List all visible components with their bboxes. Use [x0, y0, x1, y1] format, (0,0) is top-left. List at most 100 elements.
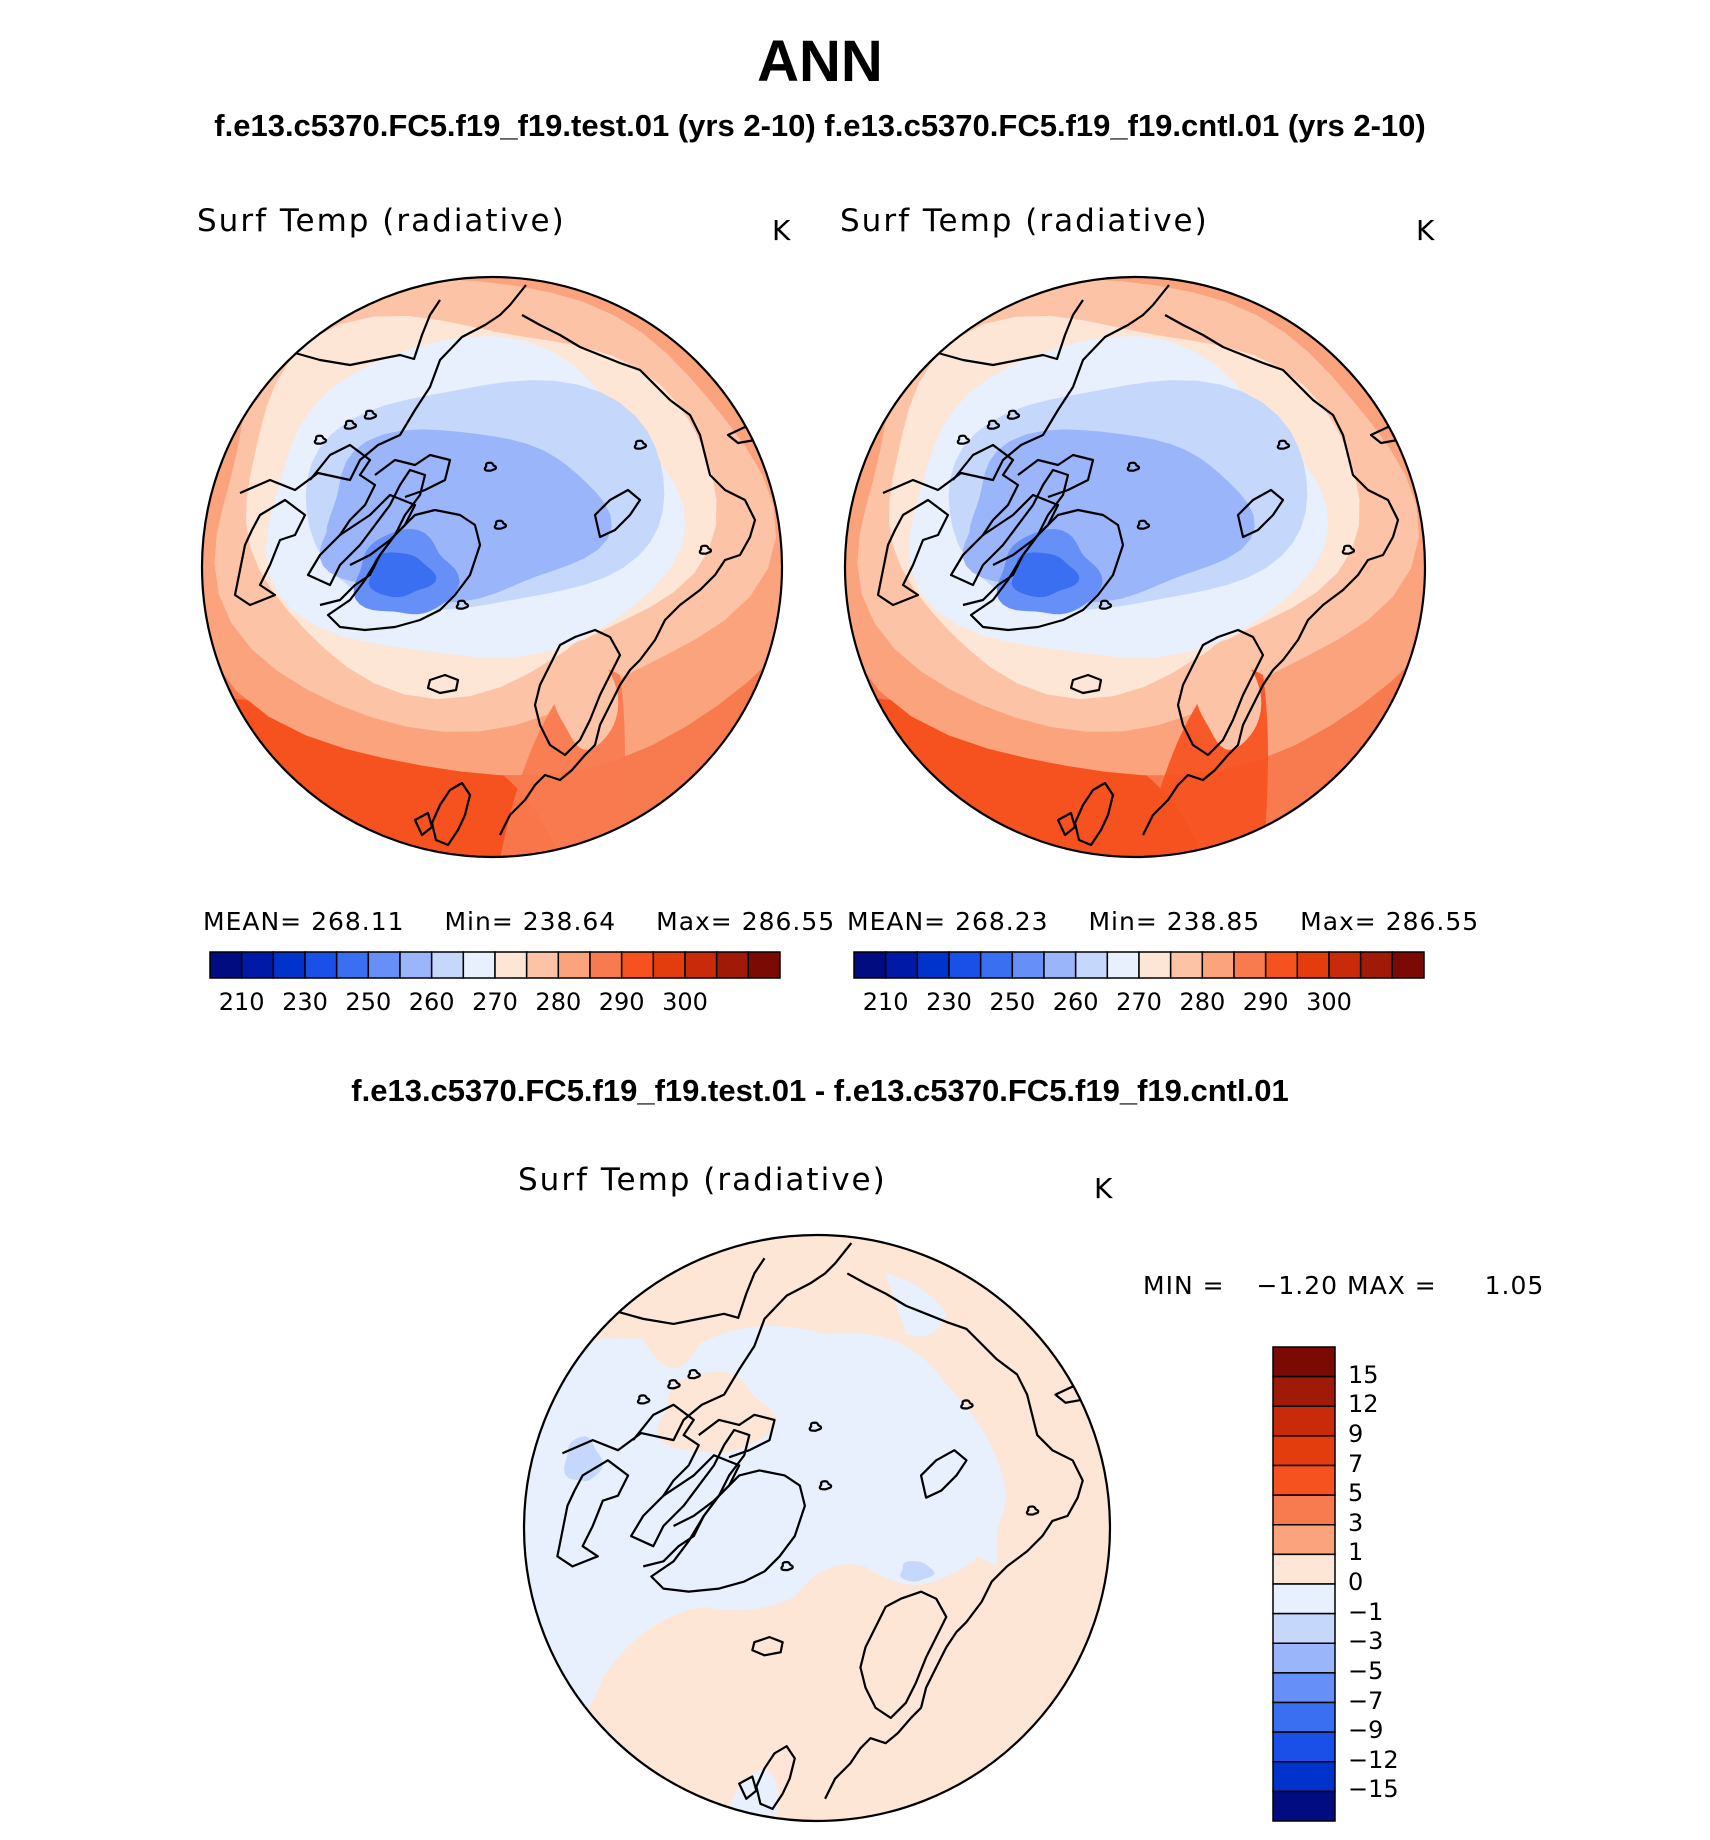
coastline	[413, 811, 434, 837]
coastline	[426, 673, 460, 695]
coastline	[1176, 628, 1265, 757]
panel2-variable-label: Surf Temp (radiative)	[840, 203, 1209, 239]
anomaly-band	[657, 1371, 777, 1453]
colorbar-tick-label: 260	[408, 988, 455, 1016]
island-outline	[636, 1394, 651, 1405]
colorbar-box	[1272, 1494, 1336, 1526]
coastline	[982, 493, 1060, 566]
panel1-units-label: K	[772, 214, 791, 247]
page-subtitle: f.e13.c5370.FC5.f19_f19.test.01 (yrs 2-1…	[214, 108, 1426, 143]
page-title: ANN	[757, 29, 883, 94]
colorbar-box	[1272, 1701, 1336, 1733]
panel2-mean-label: MEAN=	[847, 907, 947, 936]
temperature-band	[368, 552, 437, 598]
panel2-stats: MEAN= 268.23 Min= 238.85 Max= 286.55	[847, 907, 1479, 936]
colorbar-tick-label: 1	[1348, 1538, 1364, 1567]
map-border	[843, 275, 1427, 859]
colorbar-tick-label: 230	[282, 988, 328, 1016]
colorbar-box	[684, 951, 718, 979]
anomaly-band	[900, 1561, 935, 1582]
colorbar-box	[620, 951, 655, 979]
coastline	[824, 1621, 968, 1800]
diff-max-value: 1.05	[1484, 1271, 1545, 1300]
island-outline	[455, 599, 470, 610]
colorbar-box	[916, 951, 950, 979]
coastline	[662, 1454, 741, 1527]
diff-variable-label: Surf Temp (radiative)	[518, 1162, 887, 1198]
coastline	[499, 659, 641, 836]
coastline	[876, 498, 950, 607]
colorbar-box	[367, 951, 401, 979]
colorbar-box	[430, 951, 465, 979]
colorbar-box	[1011, 951, 1045, 979]
coastline	[1073, 781, 1115, 847]
panel2-polar-map	[843, 275, 1427, 859]
colorbar-box	[1043, 951, 1077, 979]
coastline	[430, 781, 472, 847]
panel1-min-label: Min=	[444, 907, 514, 936]
coastline	[698, 1413, 776, 1459]
coastline	[650, 1469, 806, 1593]
coastline	[919, 1449, 968, 1499]
colorbar-tick-label: 280	[1179, 988, 1226, 1016]
panel1-polar-map	[200, 275, 784, 859]
island-outline	[1126, 461, 1141, 472]
colorbar-tick-label: 260	[1052, 988, 1099, 1016]
island-outline	[633, 439, 648, 450]
colorbar-box	[240, 951, 275, 979]
island-outline	[1006, 409, 1021, 420]
colorbar-box	[1272, 1612, 1336, 1644]
colorbar-tick-label: 300	[662, 988, 708, 1016]
colorbar-box	[747, 951, 781, 979]
colorbar-box	[884, 951, 919, 979]
colorbar-box	[1201, 951, 1235, 979]
coastline	[593, 488, 642, 539]
colorbar-tick-label: 0	[1348, 1568, 1364, 1596]
colorbar-box	[1272, 1790, 1336, 1822]
panel1-mean-value: 268.11	[311, 907, 405, 936]
panel2-max-value: 286.55	[1385, 907, 1480, 936]
colorbar-tick-label: −5	[1348, 1656, 1384, 1685]
colorbar-tick-label: 230	[926, 988, 972, 1016]
anomaly-band	[885, 1273, 947, 1337]
coastline	[374, 453, 452, 499]
colorbar-box	[1272, 1761, 1336, 1793]
island-outline	[808, 1421, 823, 1432]
coastline	[521, 314, 757, 661]
coastline	[1056, 811, 1077, 837]
colorbar-tick-label: −15	[1348, 1775, 1399, 1804]
coastline	[1017, 453, 1095, 499]
coastline	[1236, 488, 1285, 539]
colorbar-tick-label: −9	[1348, 1716, 1384, 1745]
map-border	[200, 275, 784, 859]
coastline	[751, 1635, 784, 1657]
island-outline	[956, 434, 971, 445]
diff-stats: MIN = −1.20 MAX = 1.05	[1143, 1271, 1544, 1300]
colorbar-tick-label: −1	[1348, 1597, 1384, 1626]
colorbar-box	[1272, 1672, 1336, 1704]
island-outline	[1025, 1505, 1040, 1516]
colorbar-box	[1391, 951, 1425, 979]
island-outline	[1341, 544, 1356, 555]
colorbar-tick-label: 210	[218, 988, 265, 1016]
colorbar-box	[1272, 1375, 1336, 1407]
colorbar-box	[209, 951, 243, 979]
colorbar-box	[1272, 1553, 1336, 1585]
colorbar-box	[715, 951, 750, 979]
island-outline	[493, 519, 508, 530]
colorbar-box	[1272, 1583, 1336, 1615]
colorbar-tick-label: 9	[1348, 1419, 1364, 1448]
panel1-mean-label: MEAN=	[203, 907, 303, 936]
colorbar-tick-label: 15	[1348, 1360, 1379, 1389]
island-outline	[363, 409, 378, 420]
island-outline	[818, 1480, 833, 1491]
coastline	[969, 508, 1125, 632]
colorbar-box	[1272, 1346, 1336, 1378]
island-outline	[343, 419, 358, 430]
colorbar-tick-label: 280	[535, 988, 582, 1016]
coastline	[326, 508, 482, 632]
colorbar-box	[652, 951, 686, 979]
colorbar-tick-label: 270	[1116, 988, 1162, 1016]
colorbar-box	[853, 951, 887, 979]
colorbar-box	[1272, 1642, 1336, 1674]
